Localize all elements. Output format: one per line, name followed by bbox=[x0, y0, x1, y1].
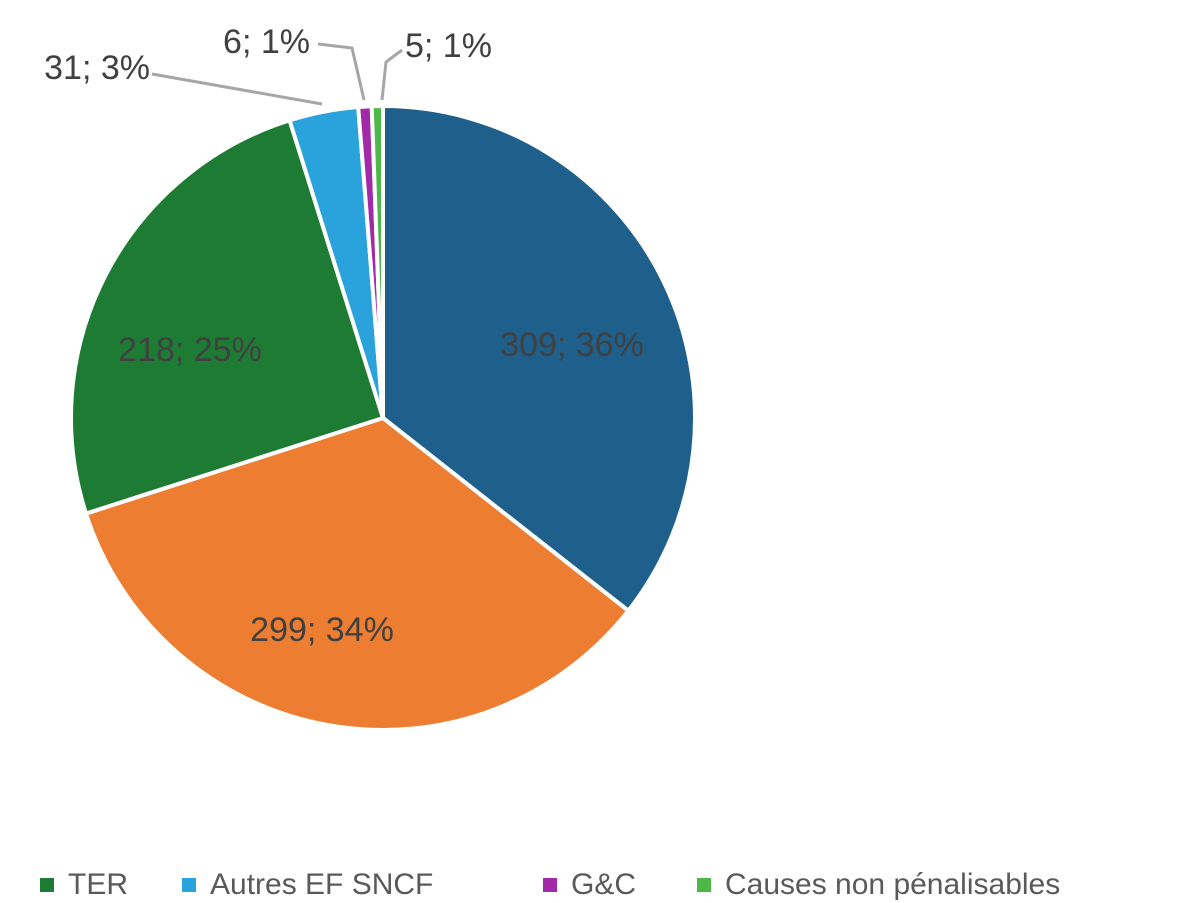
legend-swatch bbox=[697, 878, 711, 892]
data-label: 299; 34% bbox=[250, 611, 394, 649]
pie-slice bbox=[69, 117, 386, 517]
pie-slice bbox=[381, 103, 697, 614]
data-label: 5; 1% bbox=[405, 27, 492, 65]
leader-line bbox=[380, 48, 403, 101]
legend-swatch bbox=[182, 878, 196, 892]
leader-line bbox=[317, 42, 366, 101]
legend-label: G&C bbox=[571, 868, 636, 901]
pie-slice bbox=[83, 415, 632, 732]
legend-label: Causes non pénalisables bbox=[725, 868, 1060, 901]
pie-slice bbox=[369, 103, 385, 419]
data-label: 309; 36% bbox=[500, 326, 644, 364]
legend-swatch bbox=[40, 878, 54, 892]
data-label: 6; 1% bbox=[223, 23, 310, 61]
data-label: 31; 3% bbox=[44, 49, 150, 87]
leader-line bbox=[151, 72, 323, 106]
legend-label: TER bbox=[68, 868, 128, 901]
legend-swatch bbox=[543, 878, 557, 892]
legend-label: Autres EF SNCF bbox=[210, 868, 433, 901]
data-label: 218; 25% bbox=[118, 331, 262, 369]
